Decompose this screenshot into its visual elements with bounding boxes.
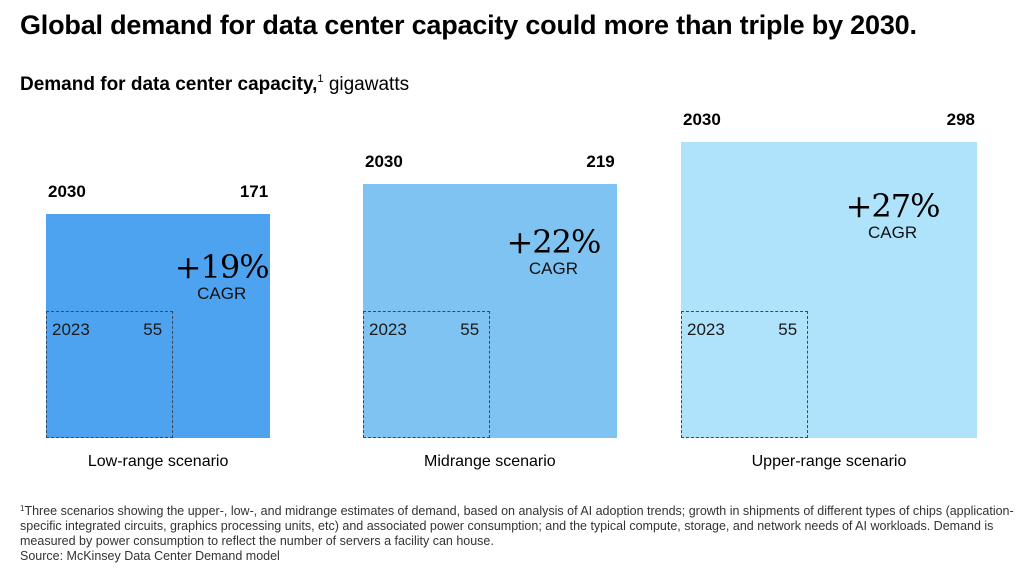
baseline-year-label: 2023: [687, 319, 725, 339]
scenario-square: +22% CAGR 2023 55: [363, 184, 617, 438]
subtitle-footnote-marker: 1: [317, 73, 324, 85]
scenario-value-label: 298: [946, 110, 975, 129]
baseline-year-label: 2023: [52, 319, 90, 339]
cagr-callout: +22% CAGR: [478, 225, 628, 279]
footnote: 1Three scenarios showing the upper-, low…: [20, 501, 1020, 564]
footnote-text: 1Three scenarios showing the upper-, low…: [20, 501, 1020, 549]
footnote-marker: 1: [20, 504, 25, 513]
baseline-value-label: 55: [460, 319, 480, 339]
cagr-value: +22%: [506, 222, 601, 261]
subtitle-text: Demand for data center capacity,: [20, 74, 318, 95]
baseline-square: 2023 55: [363, 310, 491, 438]
scenario-name-label: Midrange scenario: [424, 453, 556, 470]
baseline-value-label: 55: [143, 319, 163, 339]
cagr-label: CAGR: [197, 283, 247, 303]
scenario-name-label: Low-range scenario: [87, 453, 229, 470]
scenario-year-label: 2030: [683, 110, 721, 129]
cagr-callout: +27% CAGR: [818, 189, 968, 243]
subtitle-unit: gigawatts: [323, 74, 410, 95]
scenario-value-label: 171: [239, 181, 269, 201]
cagr-callout: +19% CAGR: [147, 250, 297, 304]
scenario-name-label: Upper-range scenario: [751, 453, 907, 470]
scenario-value-label: 219: [586, 152, 615, 172]
baseline-square: 2023 55: [681, 310, 809, 438]
chart-title: Global demand for data center capacity c…: [20, 10, 917, 40]
footnote-body: Three scenarios showing the upper-, low-…: [20, 504, 1014, 548]
baseline-year-label: 2023: [369, 319, 407, 339]
scenario-square: +27% CAGR 2023 55: [681, 142, 977, 438]
source-note: Source: McKinsey Data Center Demand mode…: [20, 549, 280, 563]
scenario-square: +19% CAGR 2023 55: [46, 213, 271, 438]
cagr-label: CAGR: [528, 258, 579, 278]
baseline-square: 2023 55: [46, 310, 174, 438]
chart-subtitle: Demand for data center capacity,1 gigawa…: [20, 73, 409, 96]
scenario-year-label: 2030: [365, 152, 403, 172]
cagr-label: CAGR: [868, 223, 918, 243]
cagr-value: +19%: [174, 247, 270, 286]
baseline-value-label: 55: [778, 319, 798, 339]
cagr-value: +27%: [845, 187, 941, 226]
scenario-year-label: 2030: [48, 181, 86, 201]
